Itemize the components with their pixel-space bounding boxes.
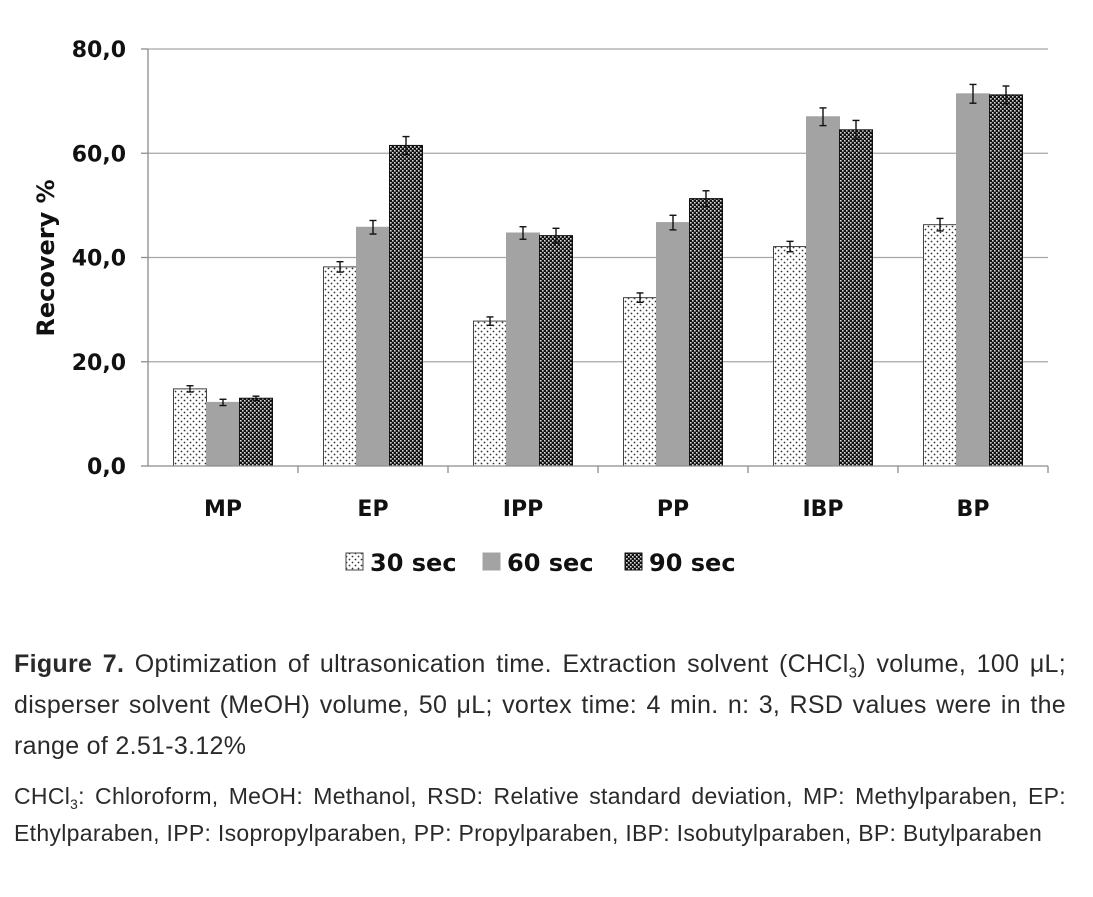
error-bar <box>252 395 260 402</box>
bar-chart: 0,0 20,0 40,0 60,0 80,0 MP EP IPP PP IBP BP Recove… <box>32 38 1049 577</box>
error-bar <box>219 398 227 407</box>
bar-30-sec-EP <box>323 266 357 467</box>
error-bar <box>369 219 377 235</box>
bar-60-sec-IBP <box>806 116 840 467</box>
legend-swatch <box>345 552 364 571</box>
y-tick-label: 20,0 <box>72 351 126 376</box>
figure-label: Figure 7. <box>14 650 125 678</box>
error-bar <box>969 83 977 104</box>
error-bar <box>786 240 794 253</box>
axes: 0,0 20,0 40,0 60,0 80,0 MP EP IPP PP IBP BP <box>72 38 1049 522</box>
bar-90-sec-MP <box>239 397 273 467</box>
error-bar <box>636 292 644 304</box>
gridlines <box>148 48 1048 363</box>
y-tick-label: 60,0 <box>72 142 126 167</box>
error-bar <box>852 119 860 140</box>
bar-60-sec-EP <box>356 226 390 467</box>
error-bar <box>336 260 344 273</box>
error-bar <box>819 107 827 127</box>
bar-90-sec-IPP <box>539 235 573 467</box>
x-tick-label: PP <box>657 497 689 522</box>
bars <box>173 83 1023 467</box>
bar-30-sec-MP <box>173 388 207 467</box>
x-tick-label: IBP <box>802 497 843 522</box>
error-bar <box>486 316 494 326</box>
legend: 30 sec 60 sec 90 sec <box>345 549 736 577</box>
legend-swatch <box>624 552 643 571</box>
figure-caption: Figure 7. Optimization of ultrasonicatio… <box>14 644 1066 767</box>
y-tick-label: 80,0 <box>72 38 126 63</box>
bar-90-sec-PP <box>689 198 723 467</box>
bar-90-sec-EP <box>389 144 423 467</box>
error-bar <box>519 226 527 240</box>
error-bar <box>1002 85 1010 105</box>
x-tick-label: MP <box>204 497 242 522</box>
abbr-text: : Chloroform, MeOH: Methanol, RSD: Relat… <box>14 783 1066 846</box>
caption-subscript: 3 <box>848 664 858 682</box>
y-tick-label: 0,0 <box>87 455 126 480</box>
error-bar <box>702 190 710 208</box>
y-tick-label: 40,0 <box>72 247 126 272</box>
abbr-subscript: 3 <box>70 796 79 812</box>
bar-30-sec-IPP <box>473 320 507 467</box>
x-tick-label: IPP <box>503 497 543 522</box>
bar-90-sec-BP <box>989 94 1023 467</box>
abbr-prefix: CHCl <box>14 783 71 809</box>
caption-text-start: Optimization of ultrasonication time. Ex… <box>124 650 849 678</box>
bar-30-sec-IBP <box>773 246 807 467</box>
bar-90-sec-IBP <box>839 129 873 467</box>
error-bar <box>669 214 677 231</box>
bar-30-sec-BP <box>923 224 957 467</box>
legend-swatch <box>482 552 501 571</box>
bar-60-sec-IPP <box>506 232 540 467</box>
bar-30-sec-PP <box>623 297 657 467</box>
x-tick-label: BP <box>957 497 990 522</box>
bar-60-sec-PP <box>656 222 690 467</box>
abbreviations-note: CHCl3: Chloroform, MeOH: Methanol, RSD: … <box>14 778 1066 852</box>
error-bar <box>552 227 560 244</box>
bar-60-sec-MP <box>206 401 240 467</box>
caption-text-end: ) volume, 100 μL; disperser solvent (MeO… <box>14 650 1067 760</box>
error-bar <box>402 135 410 155</box>
error-bar <box>936 217 944 232</box>
bar-60-sec-BP <box>956 93 990 467</box>
legend-label: 60 sec <box>507 549 594 577</box>
legend-label: 30 sec <box>370 549 457 577</box>
error-bar <box>186 385 194 393</box>
y-axis-label: Recovery % <box>32 179 60 336</box>
x-tick-label: EP <box>357 497 388 522</box>
legend-label: 90 sec <box>649 549 736 577</box>
